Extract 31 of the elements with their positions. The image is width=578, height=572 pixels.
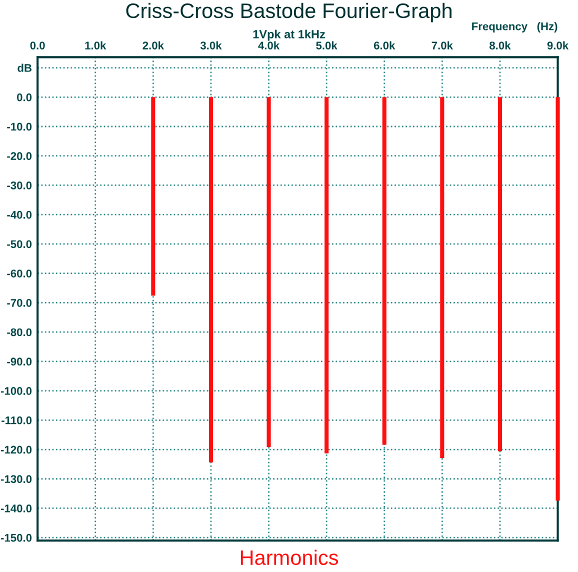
y-tick-label: -40.0	[7, 210, 32, 219]
y-tick-label: -110.0	[2, 416, 32, 424]
y-tick-label: -150.0	[0, 534, 32, 542]
y-tick-label: -120.0	[0, 446, 32, 454]
y-tick-label: -100.0	[0, 387, 32, 395]
x-axis-title: Frequency (Hz)	[472, 22, 558, 32]
y-tick-label: -70.0	[7, 298, 32, 307]
x-tick-label: 6.0k	[374, 41, 396, 50]
y-tick-label: -60.0	[7, 270, 32, 278]
x-tick-label: 4.0k	[258, 41, 280, 50]
x-tick-label: 7.0k	[432, 41, 453, 50]
y-tick-label: -90.0	[7, 358, 32, 366]
y-tick-label: -130.0	[0, 475, 32, 484]
x-tick-label: 8.0k	[490, 41, 511, 50]
x-tick-label: 0.0	[30, 42, 45, 50]
y-tick-label: 0.0	[17, 93, 32, 102]
y-tick-label: -140.0	[0, 504, 32, 512]
y-tick-label: -30.0	[7, 181, 32, 190]
text: Harmonics	[240, 550, 338, 566]
chart-subtitle: 1Vpk at 1kHz	[253, 30, 325, 41]
x-tick-label: 5.0k	[316, 41, 338, 50]
y-tick-label: -20.0	[7, 152, 32, 160]
x-tick-label: 9.0k	[547, 41, 569, 50]
y-tick-label: -50.0	[7, 240, 32, 248]
chart-title: Criss-Cross Bastode Fourier-Graph	[126, 2, 452, 22]
y-tick-label: -10.0	[7, 122, 32, 131]
x-tick-label: 2.0k	[142, 41, 164, 50]
x-tick-label: 3.0k	[200, 41, 222, 50]
y-tick-label: dB	[18, 64, 32, 72]
x-tick-label: 1.0k	[85, 41, 106, 50]
y-tick-label: -80.0	[7, 328, 32, 336]
